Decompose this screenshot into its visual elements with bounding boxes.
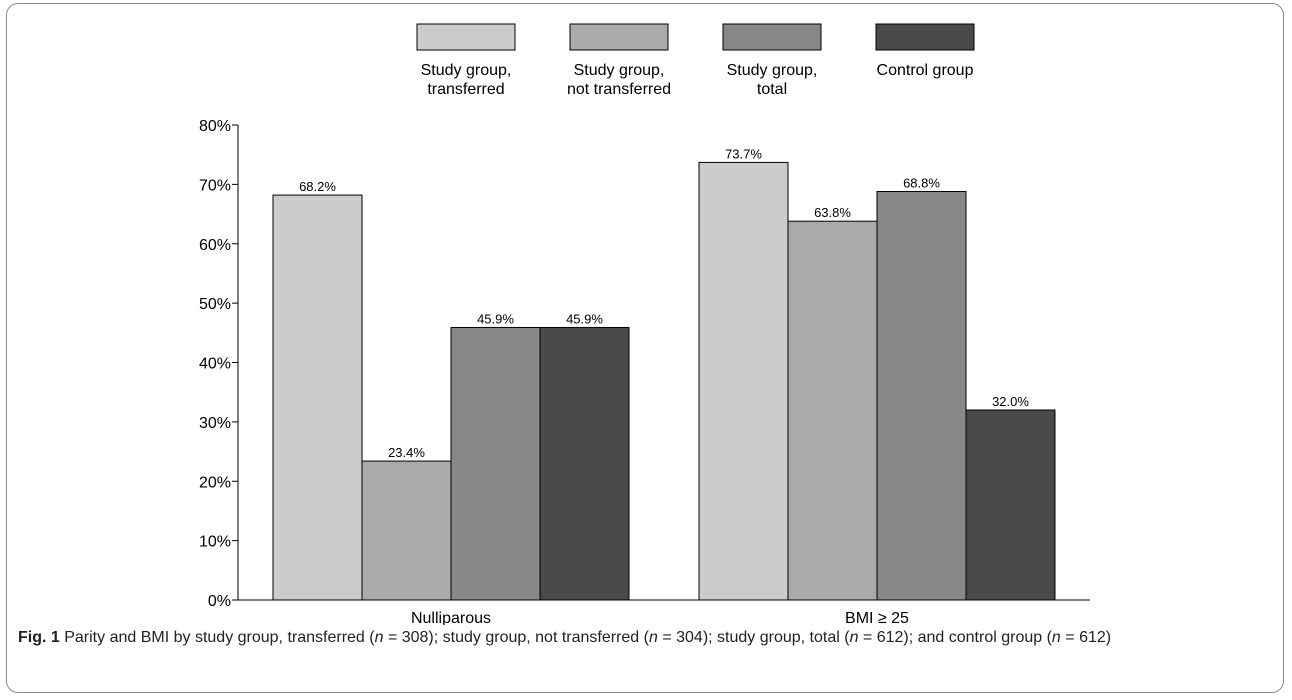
caption-italic: n <box>1051 629 1061 646</box>
bar <box>876 191 967 601</box>
caption-italic: n <box>648 629 658 646</box>
legend-swatch <box>569 23 669 51</box>
caption-italic: n <box>849 629 859 646</box>
data-label: 32.0% <box>992 394 1029 409</box>
caption-run: = 612); and control group ( <box>858 629 1052 646</box>
y-tick-label: 30% <box>199 415 231 432</box>
y-tick-label: 50% <box>199 296 231 313</box>
figure-label: Fig. 1 <box>18 629 60 646</box>
x-tick-label: BMI ≥ 25 <box>845 610 909 625</box>
y-tick-label: 40% <box>199 356 231 373</box>
legend-label-line: transferred <box>427 81 504 98</box>
legend-swatch <box>875 23 975 51</box>
bar <box>787 220 878 601</box>
y-tick-label: 80% <box>199 118 231 135</box>
bar-chart: Study group, transferred Study group, not t… <box>199 23 1090 625</box>
bar <box>272 194 363 601</box>
legend-label-line: not transferred <box>567 81 671 98</box>
y-tick-label: 0% <box>208 593 231 610</box>
bar <box>361 460 452 601</box>
caption-run: Parity and BMI by study group, transferr… <box>59 629 375 646</box>
figure-frame <box>6 3 1284 693</box>
caption-text: Parity and BMI by study group, transferr… <box>60 629 1111 646</box>
legend-label: Control group <box>877 62 974 79</box>
legend: Study group, transferred Study group, not t… <box>416 23 975 98</box>
legend-label-line: Study group, <box>574 62 665 79</box>
x-tick-label: Nulliparous <box>411 610 491 625</box>
caption-italic: n <box>374 629 384 646</box>
caption-run: = 612) <box>1060 629 1112 646</box>
bars: 68.2% 23.4% 45.9% 45.9% 73.7% 63.8% 68.8% 32.0% <box>272 146 1056 601</box>
caption-run: = 308); study group, not transferred ( <box>383 629 649 646</box>
figure-caption: Fig. 1 Parity and BMI by study group, tr… <box>18 627 1268 649</box>
data-label: 73.7% <box>725 146 762 161</box>
legend-label-line: Control group <box>877 62 974 79</box>
y-tick-label: 10% <box>199 534 231 551</box>
bar <box>965 409 1056 601</box>
legend-label: Study group, total <box>727 62 818 98</box>
data-label: 23.4% <box>388 445 425 460</box>
bar <box>698 161 789 601</box>
bar <box>450 326 541 601</box>
legend-swatch <box>722 23 822 51</box>
data-label: 45.9% <box>477 311 514 326</box>
legend-label-line: Study group, <box>421 62 512 79</box>
legend-label: Study group, transferred <box>421 62 512 98</box>
data-label: 45.9% <box>566 311 603 326</box>
legend-label-line: Study group, <box>727 62 818 79</box>
bar <box>539 326 630 601</box>
y-tick-label: 70% <box>199 177 231 194</box>
legend-swatch <box>416 23 516 51</box>
legend-label-line: total <box>757 81 787 98</box>
y-tick-label: 20% <box>199 474 231 491</box>
data-label: 63.8% <box>814 205 851 220</box>
data-label: 68.2% <box>299 179 336 194</box>
legend-label: Study group, not transferred <box>567 62 671 98</box>
caption-run: = 304); study group, total ( <box>657 629 850 646</box>
data-label: 68.8% <box>903 176 940 191</box>
y-tick-label: 60% <box>199 237 231 254</box>
